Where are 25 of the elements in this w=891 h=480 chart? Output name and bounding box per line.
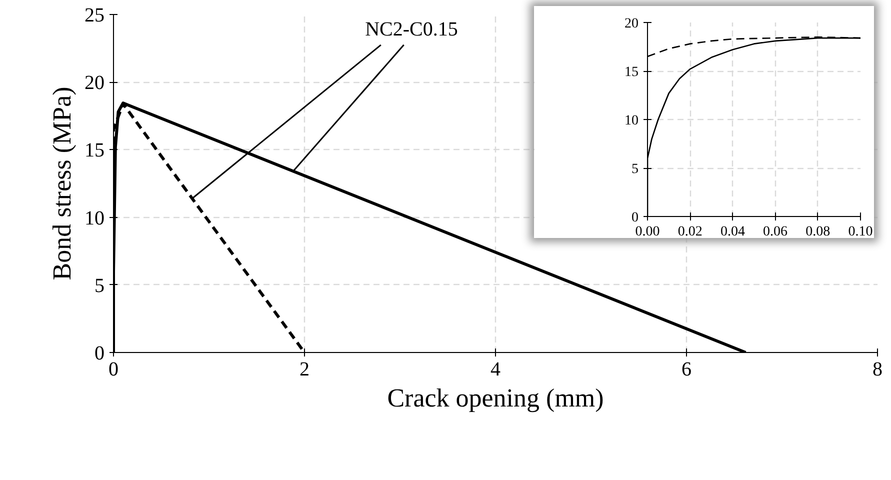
y-tick-label: 0 [632,210,638,226]
y-axis-title: Bond stress (MPa) [48,86,76,280]
y-tick-label: 10 [84,207,104,230]
y-tick-label: 5 [632,162,638,177]
x-tick-label: 0.00 [635,224,660,240]
y-tick-label: 25 [84,4,104,26]
x-tick-label: 0.06 [763,224,788,240]
y-tick-label: 20 [84,72,104,94]
x-tick-label: 0.04 [720,224,745,240]
y-tick-label: 15 [84,140,104,162]
x-tick-label: 0 [108,358,118,380]
x-tick-label: 6 [682,358,692,380]
x-tick-label: 8 [872,358,882,380]
y-tick-label: 5 [94,274,104,297]
y-tick-label: 15 [624,65,638,80]
y-tick-label: 0 [94,342,104,364]
y-tick-label: 20 [624,16,638,32]
x-tick-label: 2 [300,358,310,380]
annotation: NC2-C0.15 [365,18,458,41]
x-tick-label: 4 [490,358,500,380]
x-tick-label: 0.08 [806,224,830,240]
x-tick-label: 0.10 [848,224,873,240]
x-tick-label: 0.02 [678,224,702,240]
x-axis-title: Crack opening (mm) [387,384,604,412]
y-tick-label: 10 [624,114,638,128]
